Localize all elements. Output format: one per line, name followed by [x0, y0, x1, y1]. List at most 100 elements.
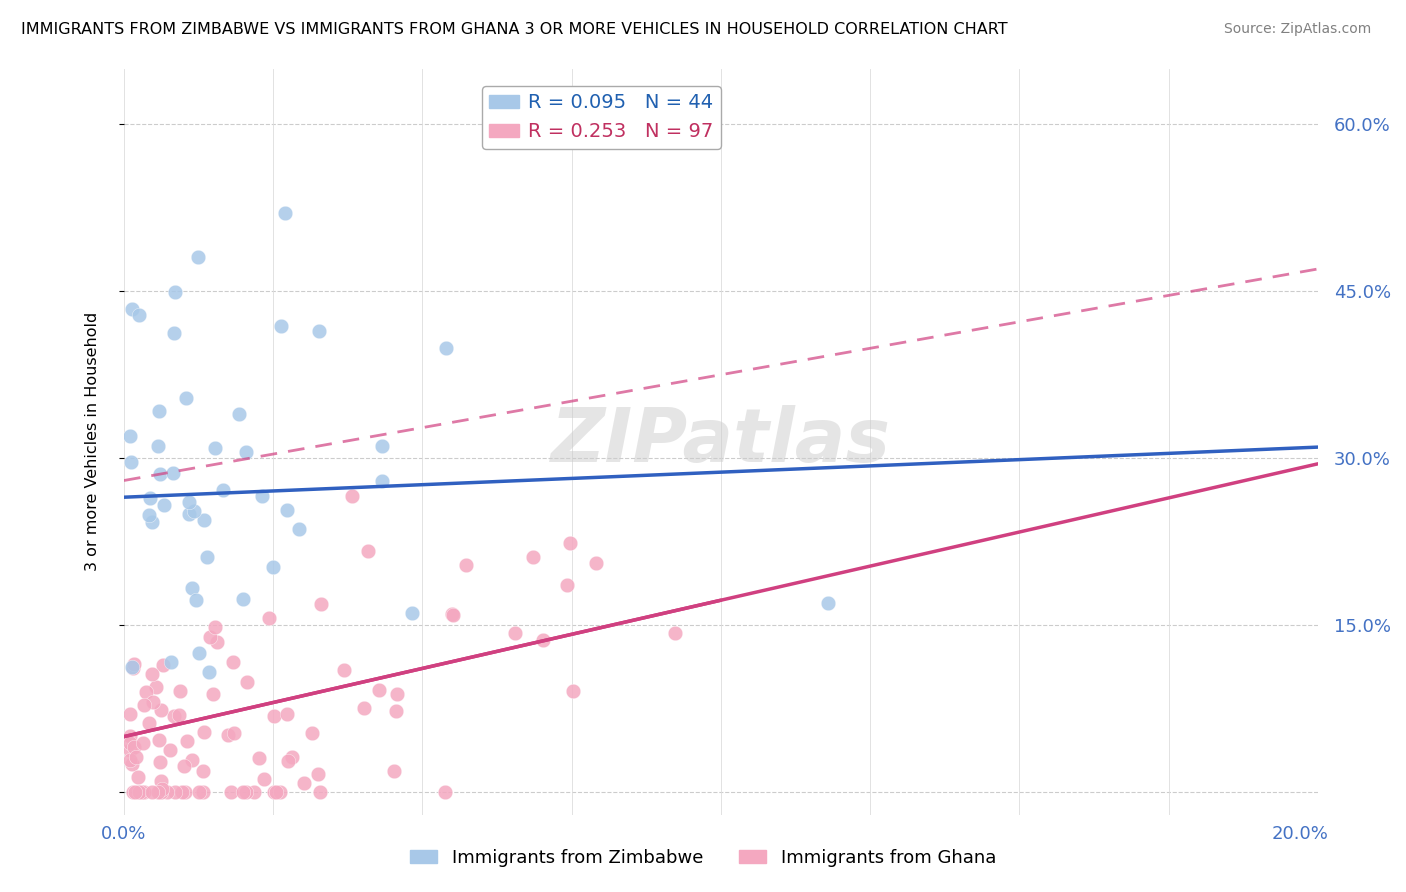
Y-axis label: 3 or more Vehicles in Household: 3 or more Vehicles in Household: [86, 312, 100, 571]
Point: [180, 581, 202, 595]
Point: [132, 736, 155, 750]
Point: [150, 774, 173, 789]
Point: [148, 403, 170, 417]
Point: [159, 655, 181, 669]
Point: [173, 759, 195, 773]
Point: [207, 635, 229, 649]
Text: 0.0%: 0.0%: [101, 825, 146, 843]
Point: [193, 785, 215, 799]
Point: [169, 684, 191, 698]
Point: [262, 559, 284, 574]
Point: [187, 646, 209, 660]
Point: [562, 683, 585, 698]
Point: [235, 785, 257, 799]
Point: [146, 439, 169, 453]
Point: [121, 660, 143, 674]
Text: ZIPatlas: ZIPatlas: [551, 405, 891, 478]
Point: [163, 326, 186, 341]
Point: [250, 489, 273, 503]
Point: [263, 785, 285, 799]
Point: [163, 708, 186, 723]
Legend: Immigrants from Zimbabwe, Immigrants from Ghana: Immigrants from Zimbabwe, Immigrants fro…: [404, 842, 1002, 874]
Point: [309, 785, 332, 799]
Point: [167, 707, 190, 722]
Point: [122, 785, 145, 799]
Point: [118, 429, 141, 443]
Point: [186, 593, 208, 607]
Point: [149, 702, 172, 716]
Point: [222, 656, 245, 670]
Point: [247, 751, 270, 765]
Point: [531, 632, 554, 647]
Text: Source: ZipAtlas.com: Source: ZipAtlas.com: [1223, 22, 1371, 37]
Point: [138, 491, 160, 505]
Point: [434, 341, 457, 355]
Point: [153, 498, 176, 512]
Point: [118, 729, 141, 743]
Point: [454, 558, 477, 572]
Point: [224, 725, 246, 739]
Point: [187, 250, 209, 264]
Point: [142, 695, 165, 709]
Point: [236, 675, 259, 690]
Point: [198, 630, 221, 644]
Point: [120, 455, 142, 469]
Point: [232, 785, 254, 799]
Point: [122, 657, 145, 672]
Point: [311, 597, 333, 611]
Point: [433, 785, 456, 799]
Point: [159, 743, 181, 757]
Point: [177, 507, 200, 521]
Point: [118, 742, 141, 756]
Point: [165, 285, 187, 299]
Point: [263, 708, 285, 723]
Point: [149, 467, 172, 481]
Point: [211, 483, 233, 497]
Point: [195, 549, 218, 564]
Point: [301, 726, 323, 740]
Point: [308, 324, 330, 338]
Point: [128, 785, 150, 799]
Point: [118, 736, 141, 750]
Point: [118, 753, 141, 767]
Point: [122, 740, 145, 755]
Point: [259, 611, 281, 625]
Point: [121, 659, 143, 673]
Point: [193, 764, 215, 779]
Point: [232, 592, 254, 607]
Point: [198, 665, 221, 680]
Point: [148, 733, 170, 747]
Point: [145, 681, 167, 695]
Point: [177, 495, 200, 509]
Point: [201, 687, 224, 701]
Point: [188, 785, 211, 799]
Point: [128, 308, 150, 322]
Point: [149, 785, 172, 799]
Point: [204, 620, 226, 634]
Point: [141, 785, 163, 799]
Point: [342, 489, 364, 503]
Point: [382, 764, 405, 778]
Point: [183, 503, 205, 517]
Point: [125, 749, 148, 764]
Point: [270, 319, 292, 334]
Point: [276, 707, 298, 722]
Point: [217, 728, 239, 742]
Point: [370, 474, 392, 488]
Point: [118, 706, 141, 721]
Point: [128, 785, 150, 799]
Point: [121, 757, 143, 772]
Point: [155, 785, 177, 799]
Point: [253, 772, 276, 786]
Point: [384, 704, 406, 718]
Point: [138, 716, 160, 731]
Text: 20.0%: 20.0%: [1272, 825, 1329, 843]
Point: [243, 785, 266, 799]
Point: [585, 557, 607, 571]
Point: [264, 785, 287, 799]
Point: [146, 785, 169, 799]
Point: [276, 503, 298, 517]
Point: [228, 407, 250, 421]
Point: [555, 578, 578, 592]
Point: [817, 596, 839, 610]
